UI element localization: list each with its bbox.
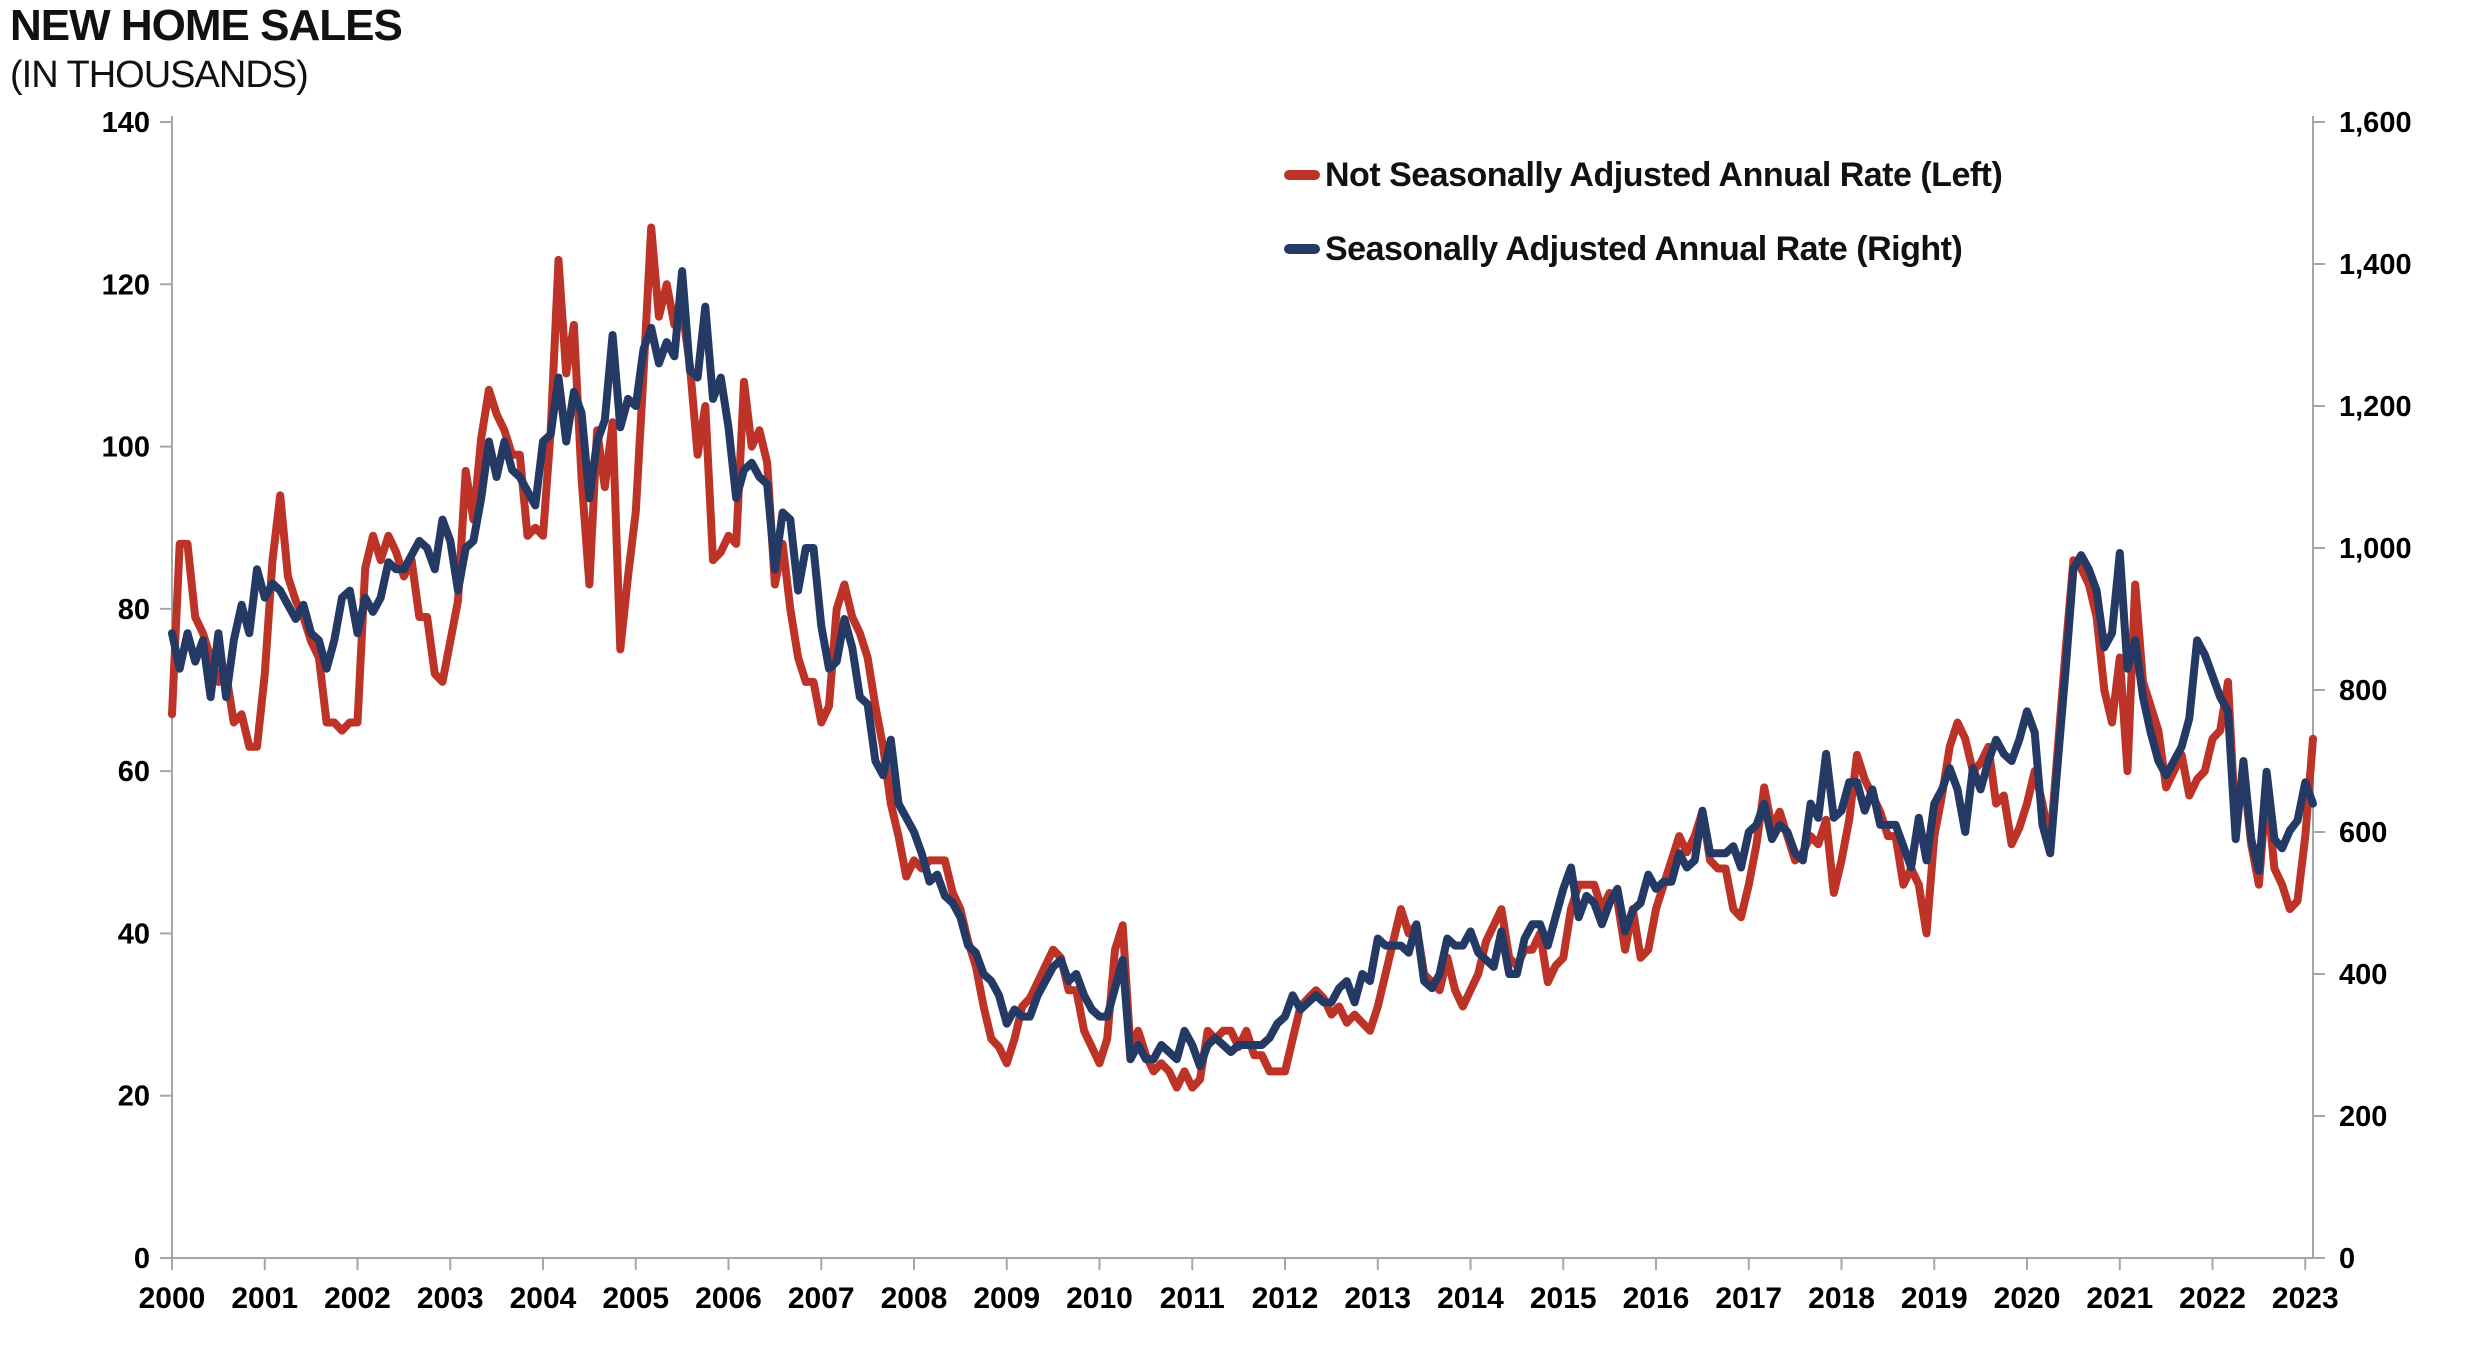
y-axis-right-label: 200 bbox=[2339, 1101, 2387, 1133]
page-title: NEW HOME SALES bbox=[10, 1, 403, 50]
x-axis-year-label: 2006 bbox=[695, 1282, 762, 1315]
legend-label-nsa: Not Seasonally Adjusted Annual Rate (Lef… bbox=[1325, 155, 2003, 194]
legend-swatch-saar-icon bbox=[1284, 244, 1320, 254]
x-axis-year-label: 2016 bbox=[1623, 1282, 1690, 1315]
legend-item-nsa: Not Seasonally Adjusted Annual Rate (Lef… bbox=[1284, 138, 2003, 212]
x-axis-year-label: 2018 bbox=[1808, 1282, 1875, 1315]
y-axis-right-label: 0 bbox=[2339, 1243, 2355, 1275]
legend-label-saar: Seasonally Adjusted Annual Rate (Right) bbox=[1325, 229, 1963, 268]
x-axis-year-label: 2014 bbox=[1437, 1282, 1504, 1315]
series-saar-line bbox=[168, 267, 2317, 1071]
x-axis-year-label: 2003 bbox=[417, 1282, 484, 1315]
y-axis-right-label: 1,400 bbox=[2339, 249, 2412, 281]
page-subtitle: (IN THOUSANDS) bbox=[10, 54, 309, 96]
x-axis-year-label: 2015 bbox=[1530, 1282, 1597, 1315]
x-axis-year-label: 2020 bbox=[1994, 1282, 2061, 1315]
y-axis-left-label: 0 bbox=[134, 1243, 150, 1275]
y-axis-right-label: 400 bbox=[2339, 959, 2387, 991]
y-axis-right-label: 1,200 bbox=[2339, 391, 2412, 423]
y-axis-right-label: 1,600 bbox=[2339, 107, 2412, 139]
y-axis-left-label: 80 bbox=[118, 594, 150, 626]
y-axis-left-label: 40 bbox=[118, 918, 150, 950]
x-axis-year-label: 2005 bbox=[602, 1282, 669, 1315]
title-block: NEW HOME SALES (IN THOUSANDS) bbox=[10, 1, 403, 98]
y-axis-left-label: 120 bbox=[102, 269, 150, 301]
x-axis-year-label: 2010 bbox=[1066, 1282, 1133, 1315]
x-axis-year-label: 2021 bbox=[2086, 1282, 2153, 1315]
y-axis-right-label: 600 bbox=[2339, 817, 2387, 849]
x-axis-year-label: 2019 bbox=[1901, 1282, 1968, 1315]
y-axis-left-label: 60 bbox=[118, 756, 150, 788]
y-axis-left-label: 20 bbox=[118, 1081, 150, 1113]
x-axis-year-label: 2004 bbox=[510, 1282, 577, 1315]
x-axis-year-label: 2017 bbox=[1715, 1282, 1782, 1315]
x-axis-year-label: 2009 bbox=[973, 1282, 1040, 1315]
legend-swatch-nsa-icon bbox=[1284, 170, 1320, 180]
x-axis-year-label: 2023 bbox=[2272, 1282, 2339, 1315]
x-axis-year-label: 2008 bbox=[881, 1282, 948, 1315]
x-axis-year-label: 2013 bbox=[1344, 1282, 1411, 1315]
y-axis-right-label: 1,000 bbox=[2339, 533, 2412, 565]
series-nsa-line bbox=[168, 223, 2317, 1092]
x-axis-year-label: 2000 bbox=[139, 1282, 206, 1315]
y-axis-right-label: 800 bbox=[2339, 675, 2387, 707]
x-axis-year-label: 2002 bbox=[324, 1282, 391, 1315]
legend-item-saar: Seasonally Adjusted Annual Rate (Right) bbox=[1284, 212, 2002, 286]
x-axis-year-label: 2022 bbox=[2179, 1282, 2246, 1315]
x-axis-year-label: 2007 bbox=[788, 1282, 855, 1315]
y-axis-left-label: 140 bbox=[102, 107, 150, 139]
y-axis-left-label: 100 bbox=[102, 432, 150, 464]
legend: Not Seasonally Adjusted Annual Rate (Lef… bbox=[1284, 138, 2003, 286]
x-axis-year-label: 2012 bbox=[1252, 1282, 1319, 1315]
x-axis-year-label: 2001 bbox=[231, 1282, 298, 1315]
x-axis-year-label: 2011 bbox=[1160, 1282, 1225, 1315]
